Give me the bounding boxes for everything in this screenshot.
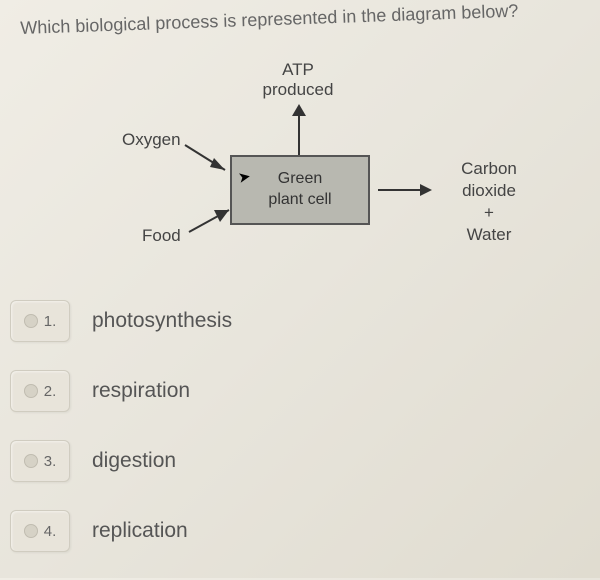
option-row: 3. digestion xyxy=(10,440,590,482)
option-number: 3. xyxy=(44,453,57,470)
option-label: digestion xyxy=(92,449,176,473)
option-button-4[interactable]: 4. xyxy=(10,510,70,552)
oxygen-label: Oxygen xyxy=(122,130,181,150)
atp-label: ATP produced xyxy=(248,60,348,101)
option-row: 4. replication xyxy=(10,510,590,552)
radio-icon xyxy=(24,454,38,468)
radio-icon xyxy=(24,524,38,538)
option-label: respiration xyxy=(92,379,190,403)
center-box: Green plant cell xyxy=(230,155,370,225)
option-button-1[interactable]: 1. xyxy=(10,300,70,342)
right-arrow xyxy=(376,180,436,200)
option-button-2[interactable]: 2. xyxy=(10,370,70,412)
food-label: Food xyxy=(142,226,181,246)
option-number: 2. xyxy=(44,383,57,400)
answer-options: 1. photosynthesis 2. respiration 3. dige… xyxy=(10,300,590,580)
option-number: 4. xyxy=(44,523,57,540)
output-label: Carbon dioxide + Water xyxy=(438,158,540,246)
arrow-up-line xyxy=(298,112,300,155)
option-row: 1. photosynthesis xyxy=(10,300,590,342)
option-label: replication xyxy=(92,519,188,543)
option-row: 2. respiration xyxy=(10,370,590,412)
question-text: Which biological process is represented … xyxy=(20,0,580,39)
option-button-3[interactable]: 3. xyxy=(10,440,70,482)
process-diagram: ATP produced Oxygen Food Green plant cel… xyxy=(80,60,540,280)
arrow-up-head xyxy=(292,104,306,116)
radio-icon xyxy=(24,384,38,398)
option-number: 1. xyxy=(44,313,57,330)
radio-icon xyxy=(24,314,38,328)
center-box-label: Green plant cell xyxy=(268,169,331,211)
option-label: photosynthesis xyxy=(92,309,232,333)
